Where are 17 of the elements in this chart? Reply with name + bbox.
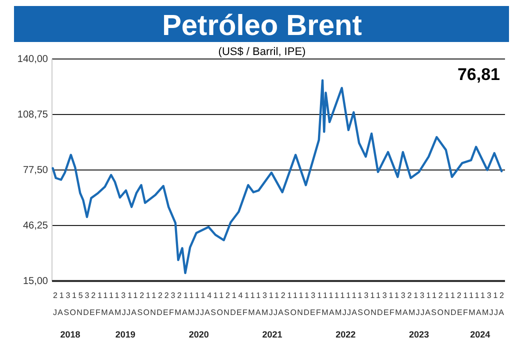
y-tick-label: 140,00 bbox=[17, 54, 48, 66]
x-tick-label: 2018 bbox=[60, 329, 80, 340]
chart-title: Petróleo Brent bbox=[162, 10, 362, 42]
chart-subtitle: (US$ / Barril, IPE) bbox=[218, 46, 306, 58]
y-tick-label: 77,50 bbox=[22, 165, 48, 176]
x-tick-label: 2020 bbox=[188, 329, 209, 340]
x-tick-label: 2022 bbox=[336, 329, 356, 340]
x-tick-label: 2024 bbox=[470, 329, 490, 340]
text: JASONDEFMAMJJASONDEFMAMJJASONDEFMAMJJASONDEFMAMJJASONDEFMAMJJASONDEFMAMJJA bbox=[53, 308, 505, 317]
x-tick-label: 2019 bbox=[115, 329, 136, 340]
x-tick-label: 2023 bbox=[408, 329, 429, 340]
y-tick-label: 46,25 bbox=[22, 220, 48, 232]
annotation: 76,81 bbox=[457, 65, 500, 84]
text: 21315321111311211223211114112141113112111131111111131131132131121121111312 bbox=[53, 291, 505, 300]
x-tick-label: 2021 bbox=[262, 329, 282, 340]
y-tick-label: 15,00 bbox=[22, 276, 48, 288]
y-tick-label: 108,75 bbox=[17, 110, 48, 121]
